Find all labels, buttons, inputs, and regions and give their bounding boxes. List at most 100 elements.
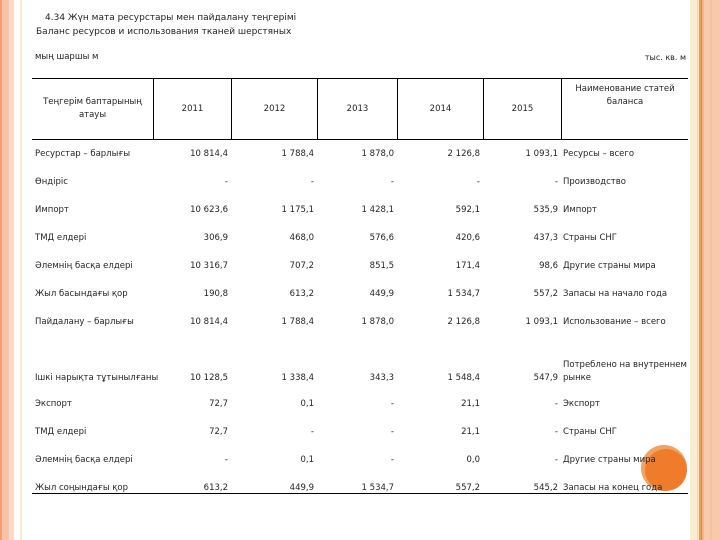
orange-circle-icon <box>645 449 687 491</box>
value-2011: 306,9 <box>203 233 228 243</box>
value-2015: 1 093,1 <box>525 149 558 159</box>
row-label-ru: Экспорт <box>563 399 600 409</box>
header-kk-label: Теңгерім баптарының атауы <box>43 97 142 120</box>
row-label-ru: Запасы на начало года <box>563 289 668 299</box>
header-ru-label: Наименование статей баланса <box>561 79 688 139</box>
value-2015: - <box>554 427 558 437</box>
value-2011: 10 316,7 <box>190 261 228 271</box>
row-label-kk: ТМД елдері <box>35 427 87 437</box>
value-2012: 1 788,4 <box>281 317 314 327</box>
value-2015: 1 093,1 <box>525 317 558 327</box>
unit-label-right: тыс. кв. м <box>644 53 686 62</box>
value-2013: 576,6 <box>369 233 394 243</box>
row-label-kk: Жыл басындағы қор <box>35 289 128 299</box>
value-2015: - <box>554 455 558 465</box>
table-row: Жыл басындағы қор 190,8 613,2 449,9 1 53… <box>32 280 688 308</box>
header-year-2014: 2014 <box>397 79 483 139</box>
value-2011: - <box>224 455 228 465</box>
value-2014: 592,1 <box>455 205 480 215</box>
value-2014: 2 126,8 <box>447 317 480 327</box>
row-label-kk: Пайдалану – барлығы <box>35 317 134 327</box>
value-2013: - <box>390 399 394 409</box>
row-label-ru: Потреблено на внутреннем рынке <box>563 360 687 383</box>
value-2015: 437,3 <box>533 233 558 243</box>
table-bottom-border <box>32 493 688 494</box>
table-header-row: Теңгерім баптарының атауы 2011 2012 2013… <box>32 78 688 140</box>
row-label-ru: Использование – всего <box>563 317 666 327</box>
value-2011: 72,7 <box>209 427 228 437</box>
row-label-ru: Запасы на конец года <box>563 483 663 493</box>
row-label-kk: Әлемнің басқа елдері <box>35 455 133 465</box>
balance-table: Теңгерім баптарының атауы 2011 2012 2013… <box>32 78 688 502</box>
value-2011: 190,8 <box>203 289 228 299</box>
value-2014: 21,1 <box>461 399 480 409</box>
value-2014: 420,6 <box>455 233 480 243</box>
value-2011: 10 814,4 <box>190 149 228 159</box>
table-row: Өндіріс - - - - - Производство <box>32 168 688 196</box>
value-2013: - <box>390 177 394 187</box>
value-2011: 613,2 <box>203 483 228 493</box>
value-2012: 449,9 <box>289 483 314 493</box>
row-label-ru: Производство <box>563 177 626 187</box>
table-row: Ішкі нарықта тұтынылғаны 10 128,5 1 338,… <box>32 336 688 390</box>
value-2011: 10 623,6 <box>190 205 228 215</box>
row-label-kk: Импорт <box>35 205 69 215</box>
table-row: Пайдалану – барлығы 10 814,4 1 788,4 1 8… <box>32 308 688 336</box>
value-2012: 0,1 <box>300 399 314 409</box>
row-label-kk: ТМД елдері <box>35 233 87 243</box>
value-2012: 1 175,1 <box>281 205 314 215</box>
value-2014: 1 548,4 <box>447 373 480 383</box>
row-label-ru: Другие страны мира <box>563 261 656 271</box>
row-label-kk: Өндіріс <box>35 177 68 187</box>
right-border-stripe <box>688 0 720 540</box>
value-2012: 1 338,4 <box>281 373 314 383</box>
value-2014: 0,0 <box>466 455 480 465</box>
value-2013: 1 878,0 <box>361 317 394 327</box>
value-2015: 535,9 <box>533 205 558 215</box>
table-body: Ресурстар – барлығы 10 814,4 1 788,4 1 8… <box>32 140 688 502</box>
header-year-2013: 2013 <box>317 79 397 139</box>
value-2015: 547,9 <box>533 373 558 383</box>
value-2014: 557,2 <box>455 483 480 493</box>
table-row: Әлемнің басқа елдері - 0,1 - 0,0 - Други… <box>32 446 688 474</box>
table-row: Жыл соңындағы қор 613,2 449,9 1 534,7 55… <box>32 474 688 502</box>
value-2013: - <box>390 455 394 465</box>
value-2014: 2 126,8 <box>447 149 480 159</box>
table-row: Экспорт 72,7 0,1 - 21,1 - Экспорт <box>32 390 688 418</box>
value-2015: - <box>554 177 558 187</box>
title-line-ru: Баланс ресурсов и использования тканей ш… <box>36 27 292 37</box>
value-2012: - <box>310 177 314 187</box>
value-2012: 613,2 <box>289 289 314 299</box>
left-border-stripe <box>0 0 16 540</box>
row-label-kk: Әлемнің басқа елдері <box>35 261 133 271</box>
value-2011: 72,7 <box>209 399 228 409</box>
value-2014: 171,4 <box>455 261 480 271</box>
value-2013: 449,9 <box>369 289 394 299</box>
row-label-ru: Другие страны мира <box>563 455 656 465</box>
table-row: Әлемнің басқа елдері 10 316,7 707,2 851,… <box>32 252 688 280</box>
row-label-kk: Ішкі нарықта тұтынылғаны <box>35 373 159 383</box>
value-2013: - <box>390 427 394 437</box>
value-2014: 21,1 <box>461 427 480 437</box>
value-2015: 545,2 <box>533 483 558 493</box>
value-2012: 0,1 <box>300 455 314 465</box>
row-label-ru: Ресурсы – всего <box>563 149 635 159</box>
table-row: ТМД елдері 72,7 - - 21,1 - Страны СНГ <box>32 418 688 446</box>
row-label-kk: Экспорт <box>35 399 72 409</box>
value-2014: 1 534,7 <box>447 289 480 299</box>
table-row: Ресурстар – барлығы 10 814,4 1 788,4 1 8… <box>32 140 688 168</box>
value-2015: 98,6 <box>539 261 558 271</box>
header-year-2011: 2011 <box>153 79 231 139</box>
value-2012: 1 788,4 <box>281 149 314 159</box>
title-line-kk: 4.34 Жүн мата ресурстары мен пайдалану т… <box>45 13 297 23</box>
value-2011: 10 128,5 <box>190 373 228 383</box>
value-2011: - <box>224 177 228 187</box>
unit-label-left: мың шаршы м <box>35 52 99 62</box>
value-2013: 1 878,0 <box>361 149 394 159</box>
value-2012: 707,2 <box>289 261 314 271</box>
value-2012: 468,0 <box>289 233 314 243</box>
header-year-2015: 2015 <box>483 79 561 139</box>
value-2012: - <box>310 427 314 437</box>
row-label-ru: Страны СНГ <box>563 233 617 243</box>
value-2013: 851,5 <box>369 261 394 271</box>
